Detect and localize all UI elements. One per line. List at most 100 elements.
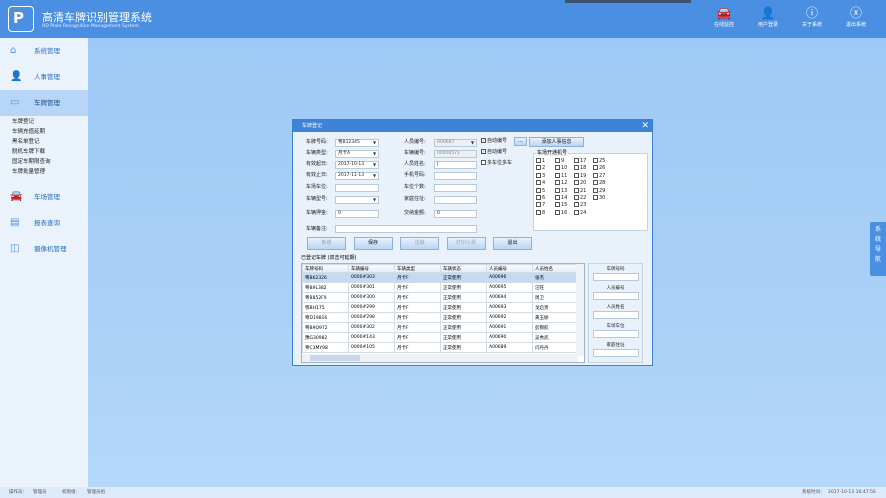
field-input[interactable]: 月卡A ▼	[335, 149, 379, 158]
field-input[interactable]: 2017-10-13 ▼	[335, 160, 379, 169]
dialog-button-0[interactable]: 新增	[307, 237, 346, 250]
checkbox-0[interactable]: ✓ 自动编号	[481, 138, 508, 144]
header-button-0[interactable]: 🚘 在线监控	[707, 5, 741, 35]
search-input[interactable]	[593, 292, 639, 300]
checkbox-1[interactable]: ✓ 自动编号	[481, 149, 508, 155]
gate-checkbox[interactable]: 27	[593, 172, 605, 180]
search-input[interactable]	[593, 349, 639, 357]
column-header[interactable]: 人员姓名	[532, 264, 579, 273]
chevron-down-icon[interactable]: ▼	[372, 172, 377, 178]
horizontal-scrollbar[interactable]	[302, 354, 578, 362]
chevron-down-icon[interactable]: ▼	[470, 139, 475, 145]
system-nav-tab[interactable]: 系统导航	[870, 222, 886, 276]
dialog-button-4[interactable]: 退出	[493, 237, 532, 250]
gate-checkbox[interactable]: 20	[574, 180, 586, 187]
sidebar-subitem[interactable]: 车辆充值延期	[12, 129, 46, 135]
gate-checkbox[interactable]: 25	[593, 158, 605, 165]
table-row[interactable]: 鄂BH175 0000#299 月卡F 正常使用 A00693 戈启贵	[302, 302, 579, 313]
gate-checkbox[interactable]: 14	[555, 195, 567, 202]
table-row[interactable]: 粤C3MY98 0000#105 月卡F 正常使用 A00689 闫丹丹	[302, 342, 579, 353]
gate-checkbox[interactable]: 23	[574, 202, 586, 209]
field-input[interactable]	[434, 171, 477, 180]
gate-checkbox[interactable]: 8	[536, 209, 545, 217]
table-row[interactable]: 豫G30982 0000#143 月卡F 正常使用 A00690 吴秀武	[302, 332, 579, 343]
gate-checkbox[interactable]: 21	[574, 187, 586, 195]
add-person-button[interactable]: 添加人事信息	[529, 137, 584, 147]
field-input[interactable]	[434, 195, 477, 204]
field-input[interactable]: A00697 ▼	[434, 138, 477, 147]
table-row[interactable]: 粤B852F9 0000#300 月卡F 正常使用 A00694 周卫	[302, 292, 579, 303]
close-icon[interactable]: ✕	[641, 121, 649, 131]
sidebar-item-4[interactable]: ▤ 报表查询	[0, 210, 88, 236]
sidebar-item-0[interactable]: ⌂ 系统管理	[0, 38, 88, 64]
column-header[interactable]: 车辆编号	[348, 264, 395, 273]
chevron-down-icon[interactable]: ▼	[372, 161, 377, 167]
column-header[interactable]: 车辆状态	[440, 264, 487, 273]
sidebar-item-2[interactable]: ▭ 车牌管理	[0, 90, 88, 116]
gate-checkbox[interactable]: 3	[536, 172, 545, 180]
sidebar-subitem[interactable]: 黑名单登记	[12, 139, 40, 145]
gate-checkbox[interactable]: 12	[555, 180, 567, 187]
table-row[interactable]: 粤B9Q972 0000#302 月卡F 正常使用 A00691 彭锦航	[302, 322, 579, 333]
gate-checkbox[interactable]: 18	[574, 165, 586, 172]
gate-checkbox[interactable]: 26	[593, 165, 605, 172]
gate-checkbox[interactable]: 15	[555, 202, 567, 209]
column-header[interactable]: 车牌号码	[302, 264, 349, 273]
gate-checkbox[interactable]: 24	[574, 209, 586, 217]
header-button-3[interactable]: ⓧ 退出系统	[839, 5, 873, 35]
field-input[interactable]: 00000571	[434, 149, 477, 158]
sidebar-subitem[interactable]: 固定车期限查询	[12, 159, 51, 165]
field-input[interactable]: 0	[335, 209, 379, 218]
gate-checkbox[interactable]: 2	[536, 165, 545, 172]
chevron-down-icon[interactable]: ▼	[372, 196, 377, 202]
table-row[interactable]: 粤B9L382 0000#301 月卡F 正常使用 A00695 汪旺	[302, 282, 579, 293]
gate-checkbox[interactable]: 22	[574, 195, 586, 202]
table-row[interactable]: 粤D19816 0000#298 月卡F 正常使用 A00692 黄玉娇	[302, 312, 579, 323]
gate-checkbox[interactable]: 6	[536, 195, 545, 202]
gate-checkbox[interactable]: 4	[536, 180, 545, 187]
checkbox-2[interactable]: 多车位多车	[481, 159, 512, 167]
column-header[interactable]: 人员编号	[486, 264, 533, 273]
field-input[interactable]: 2017-11-13 ▼	[335, 171, 379, 180]
field-input[interactable]: 粤B12345 ▼	[335, 138, 379, 147]
search-input[interactable]	[593, 311, 639, 319]
field-input[interactable]	[335, 183, 379, 192]
remark-input[interactable]	[335, 225, 477, 233]
field-input[interactable]: |	[434, 160, 477, 169]
header-button-2[interactable]: ⓘ 关于系统	[795, 5, 829, 35]
sidebar-subitem[interactable]: 脱机车牌下载	[12, 149, 46, 155]
gate-checkbox[interactable]: 1	[536, 158, 545, 165]
field-input[interactable]: 0	[434, 209, 477, 218]
gate-checkbox[interactable]: 30	[593, 195, 605, 202]
table-row[interactable]: 粤B62326 0000#303 月卡F 正常使用 A00696 张杰	[302, 272, 579, 283]
gate-checkbox[interactable]: 7	[536, 202, 545, 209]
gate-checkbox[interactable]: 5	[536, 187, 545, 195]
gate-checkbox[interactable]: 9	[555, 158, 564, 165]
gate-checkbox[interactable]: 13	[555, 187, 567, 195]
dialog-button-1[interactable]: 保存	[353, 237, 393, 250]
sidebar-subitem[interactable]: 车牌批量管理	[12, 169, 46, 175]
gate-checkbox[interactable]: 17	[574, 158, 586, 165]
gate-checkbox[interactable]: 16	[555, 209, 567, 217]
sidebar-subitem[interactable]: 车牌登记	[12, 119, 35, 125]
header-button-1[interactable]: 👤 用户登录	[751, 5, 785, 35]
sidebar-item-3[interactable]: 🚘 车场管理	[0, 184, 88, 210]
chevron-down-icon[interactable]: ▼	[372, 139, 377, 145]
dialog-button-2[interactable]: 注销	[400, 237, 439, 250]
search-input[interactable]	[593, 330, 639, 338]
search-input[interactable]	[593, 273, 639, 281]
gate-checkbox[interactable]: 10	[555, 165, 567, 172]
column-header[interactable]: 车辆类型	[394, 264, 441, 273]
more-button[interactable]: ...	[514, 137, 527, 146]
sidebar-item-1[interactable]: 👤 人事管理	[0, 64, 88, 90]
chevron-down-icon[interactable]: ▼	[372, 150, 377, 156]
gate-checkbox[interactable]: 29	[593, 187, 605, 195]
gate-checkbox[interactable]: 28	[593, 180, 605, 187]
vertical-scrollbar[interactable]	[576, 264, 584, 356]
field-input[interactable]: ▼	[335, 195, 379, 204]
sidebar-item-5[interactable]: ◫ 摄像机管理	[0, 236, 88, 262]
field-input[interactable]	[434, 183, 477, 192]
gate-checkbox[interactable]: 11	[555, 172, 567, 180]
dialog-button-3[interactable]: 打印小票	[446, 237, 486, 250]
gate-checkbox[interactable]: 19	[574, 172, 586, 180]
